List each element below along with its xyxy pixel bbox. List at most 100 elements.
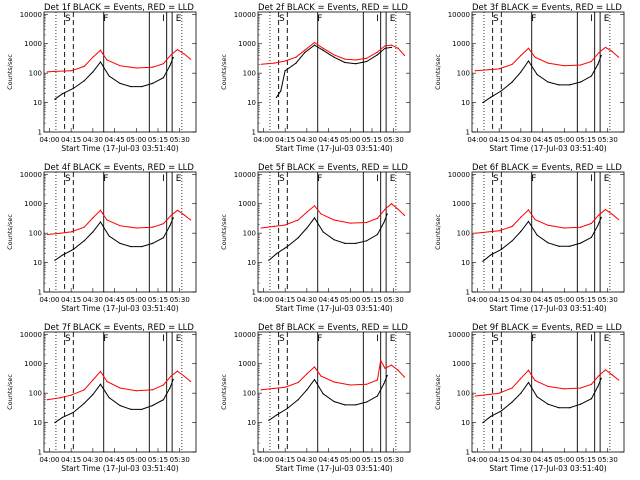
red-data-point [527,369,530,371]
black-data-point [83,240,85,242]
red-data-point [579,226,582,228]
red-data-point [313,366,316,368]
black-data-point [558,245,560,247]
y-tick-label: 10000 [234,331,256,339]
interval-marker-S: S [279,14,285,24]
interval-marker-I: I [590,334,593,344]
interval-marker-F: F [103,174,108,184]
black-data-point [365,60,368,63]
black-data-point [590,236,593,238]
red-data-point [355,59,357,61]
red-data-point [170,375,172,377]
black-data-point [151,82,154,84]
x-tick-label: 05:00 [340,296,360,304]
interval-marker-E: E [176,174,182,184]
panel-6: Det 6f BLACK = Events, RED = LLD 1 10 100 10… [434,163,625,313]
y-axis-label: Counts/sec [434,54,442,90]
x-tick-label: 04:00 [467,136,487,144]
red-data-point [604,46,607,49]
black-data-point [61,93,64,95]
red-data-point [70,394,72,396]
panel-title: Det 1f BLACK = Events, RED = LLD [44,3,194,13]
series-red-lld [475,208,619,234]
red-data-point [162,63,165,65]
black-data-point [500,410,502,412]
y-tick-label: 10 [247,259,256,267]
x-tick-label: 04:15 [61,456,81,464]
x-tick-label: 04:15 [61,296,81,304]
red-data-point [511,63,513,65]
red-data-point [365,383,368,385]
black-data-point [344,242,346,244]
y-tick-label: 1000 [238,200,256,208]
y-axis-label: Counts/sec [6,374,14,410]
red-data-point [284,386,286,388]
black-data-point [162,399,165,401]
series-black-events [54,217,174,261]
red-data-point [260,63,262,65]
black-data-point [54,259,56,261]
y-tick-label: 100 [243,230,256,238]
black-data-point [172,56,174,59]
series-red-lld [47,48,191,73]
red-data-point [273,62,275,64]
x-tick-label: 05:15 [362,136,382,144]
x-tick-label: 05:00 [126,456,146,464]
panel-title: Det 6f BLACK = Events, RED = LLD [472,163,622,173]
x-tick-label: 04:30 [83,136,103,144]
red-data-point [333,381,335,383]
y-tick-label: 100 [29,390,42,398]
x-tick-label: 04:15 [489,296,509,304]
black-data-point [520,230,522,232]
red-data-point [297,381,299,384]
interval-marker-S: S [493,14,499,24]
red-data-point [176,370,179,372]
red-data-point [403,54,406,57]
black-data-point [141,85,143,88]
black-data-point [482,260,484,262]
red-data-point [176,209,179,211]
black-data-point [92,231,94,233]
black-data-point [162,77,165,79]
y-axis-label: Counts/sec [6,214,14,250]
black-data-point [579,242,582,244]
red-data-point [487,393,489,396]
black-data-point [284,70,286,72]
y-tick-label: 1000 [24,360,42,368]
red-data-point [162,223,165,225]
black-data-point [119,242,121,244]
black-data-point [376,395,379,397]
interval-marker-E: E [390,174,396,184]
black-data-point [386,213,388,215]
red-data-point [376,379,379,381]
red-data-point [151,66,154,68]
interval-marker-F: F [317,14,322,24]
black-data-point [579,81,582,83]
x-tick-label: 04:00 [39,296,59,304]
panel-title: Det 3f BLACK = Events, RED = LLD [472,3,622,13]
black-data-point [313,217,316,219]
interval-marker-F: F [103,14,108,24]
red-data-point [487,69,489,71]
black-data-point [297,399,299,401]
black-data-point [511,401,513,403]
interval-marker-E: E [390,334,396,344]
red-data-point [403,214,406,217]
red-data-point [598,374,600,377]
black-data-point [99,61,102,63]
black-data-point [355,242,357,244]
red-data-point [598,214,600,216]
panel-4: Det 4f BLACK = Events, RED = LLD 1 10 100 10… [6,163,197,313]
black-data-point [151,404,154,407]
x-tick-label: 05:15 [576,136,596,144]
red-data-point [384,367,386,369]
x-tick-label: 04:45 [104,136,124,144]
interval-marker-F: F [103,334,108,344]
red-data-point [273,387,275,390]
y-tick-label: 10 [247,99,256,107]
red-data-point [189,380,192,383]
plot-frame [257,171,411,293]
x-tick-label: 05:00 [554,456,574,464]
black-data-point [108,235,110,237]
red-data-point [83,226,85,228]
